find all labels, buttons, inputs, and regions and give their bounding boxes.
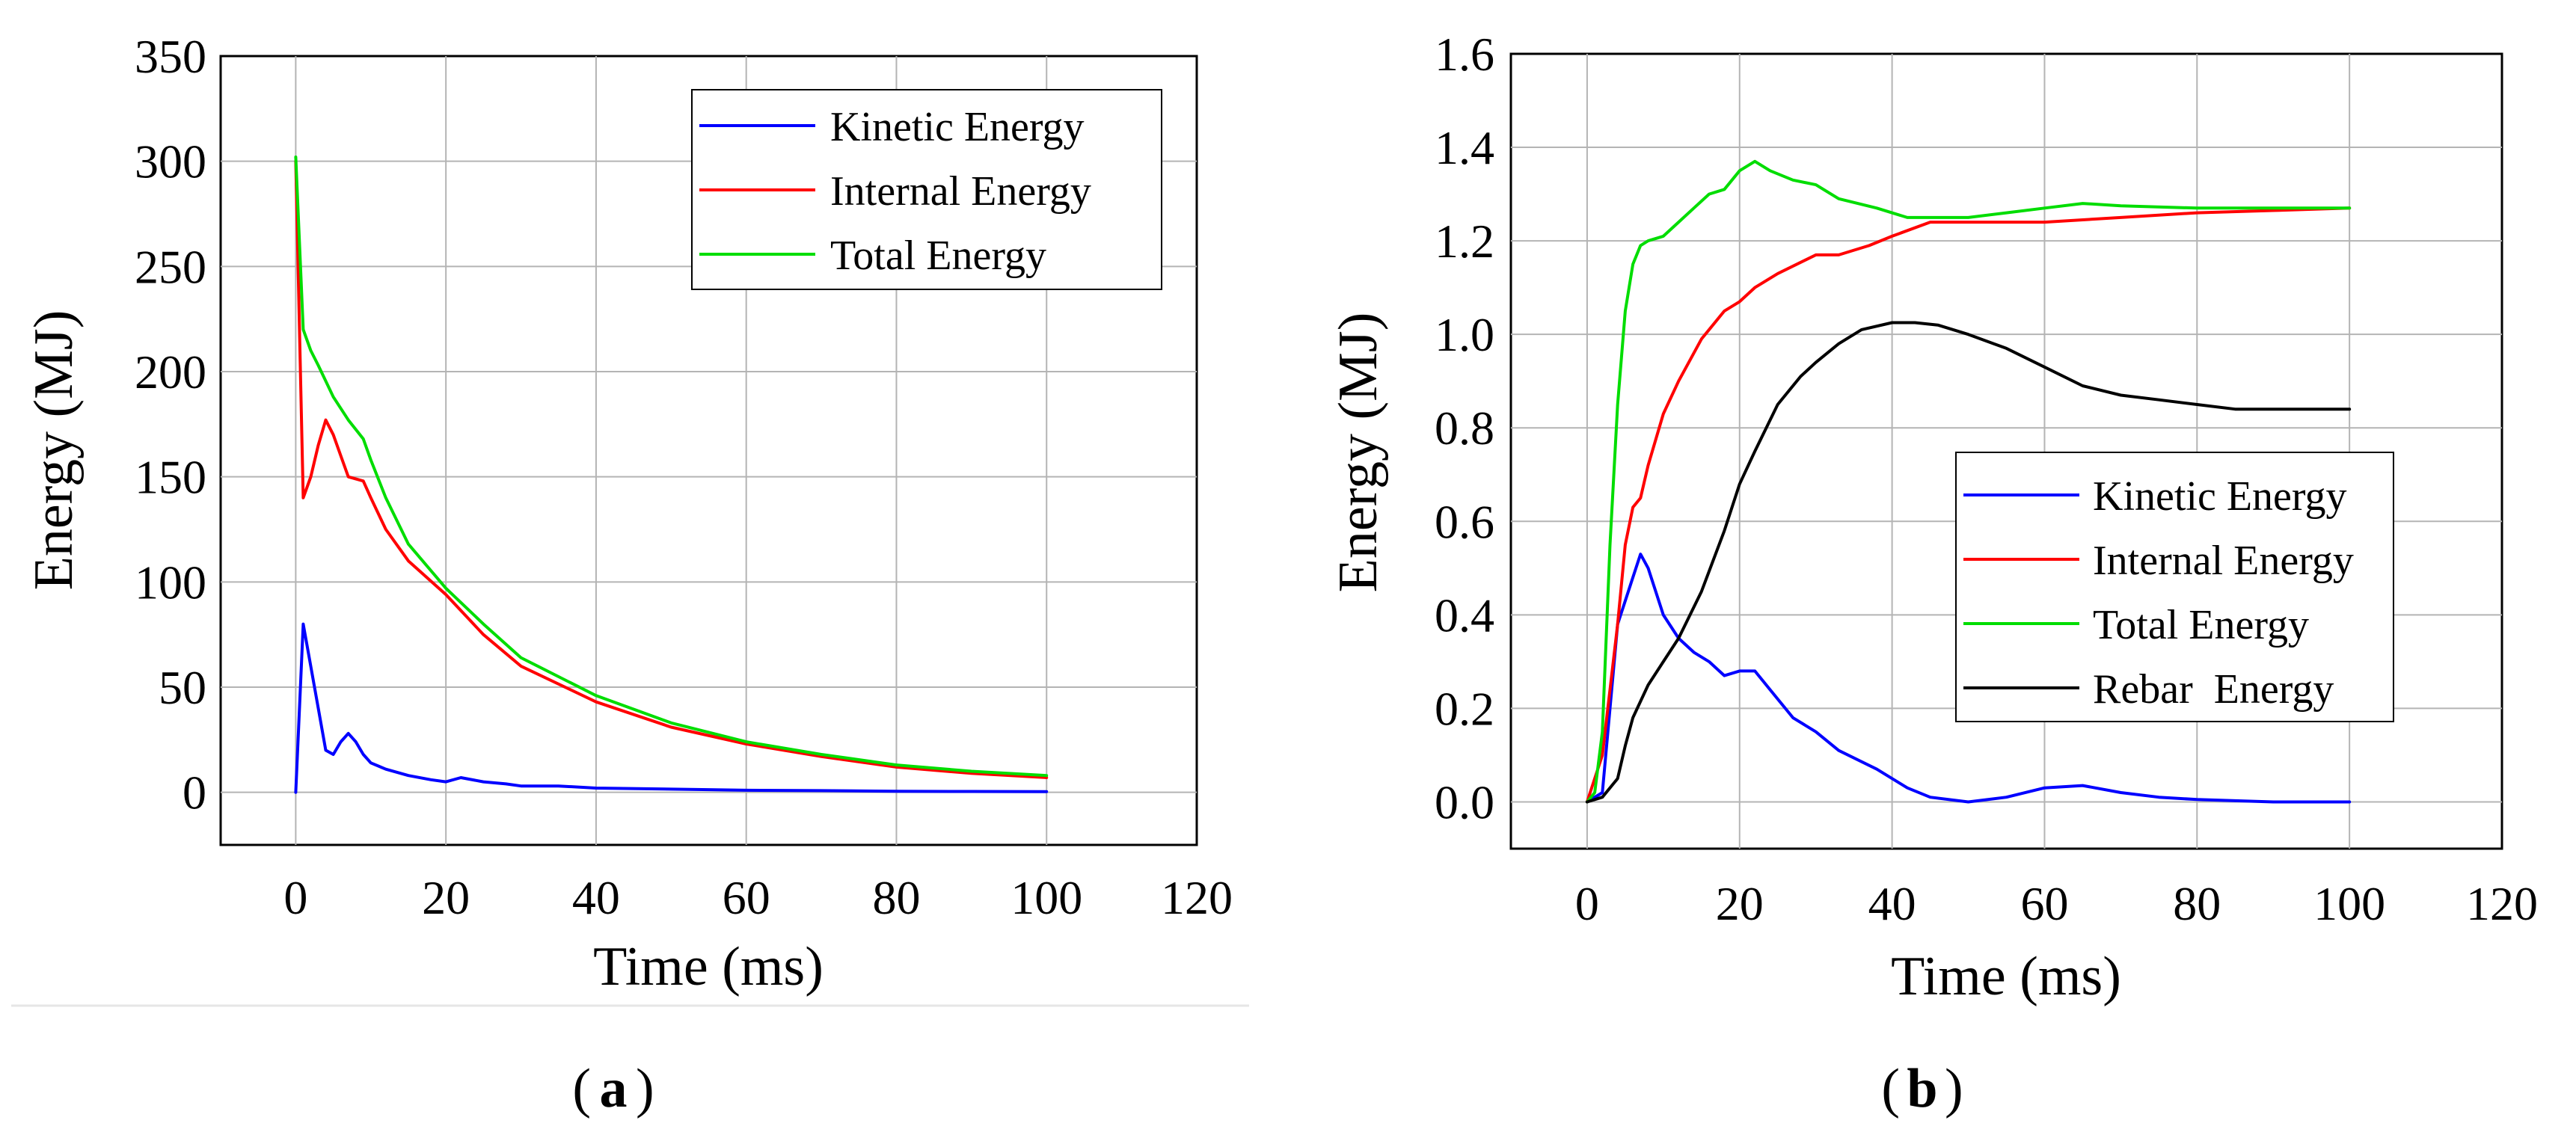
panel-a-y-tick-label: 350 (135, 30, 206, 83)
panel-a-x-tick-label: 40 (572, 871, 620, 924)
panel-a-x-ticks: 0 20 40 60 80 100 120 (283, 871, 1233, 924)
panel-a-x-tick-label: 60 (723, 871, 770, 924)
caption-b: ( b ) (1881, 1058, 1963, 1119)
panel-b-legend: Kinetic Energy Internal Energy Total Ene… (1955, 452, 2394, 722)
caption-b-label: b (1907, 1058, 1937, 1119)
panel-a: 0 20 40 60 80 100 120 0 50 100 150 200 250 300 350 Ti… (23, 30, 1233, 997)
panel-b-y-tick-label: 0.2 (1435, 682, 1494, 735)
panel-a-y-tick-label: 250 (135, 240, 206, 293)
panel-b-x-tick-label: 60 (2020, 877, 2068, 930)
panel-a-x-tick-label: 20 (422, 871, 470, 924)
panel-b-x-tick-label: 20 (1716, 877, 1764, 930)
svg-text:): ) (636, 1058, 654, 1119)
panel-b-x-tick-label: 120 (2466, 877, 2538, 930)
panel-b-kinetic-energy-line (1585, 553, 2352, 804)
panel-b-total-energy-line (1585, 159, 2352, 804)
panel-a-y-axis-label: Energy (MJ) (23, 310, 85, 591)
panel-b-x-tick-label: 40 (1868, 877, 1916, 930)
panel-b-y-axis-label: Energy (MJ) (1328, 313, 1389, 593)
panel-b-y-tick-label: 1.6 (1435, 28, 1494, 81)
panel-a-y-tick-label: 0 (183, 766, 206, 819)
legend-b-kinetic: Kinetic Energy (2093, 473, 2347, 520)
panel-a-internal-energy-line (294, 159, 1049, 779)
legend-b-total: Total Energy (2093, 602, 2309, 648)
panel-a-series (294, 156, 1049, 794)
panel-a-x-tick-label: 120 (1161, 871, 1233, 924)
panel-b-internal-energy-line (1585, 206, 2352, 804)
legend-b-internal: Internal Energy (2093, 538, 2354, 584)
svg-text:(: ( (1881, 1058, 1900, 1119)
panel-a-y-tick-label: 150 (135, 451, 206, 504)
panel-b-series (1585, 159, 2352, 804)
panel-b-y-tick-label: 0.8 (1435, 402, 1494, 455)
panel-b-rebar-energy-line (1585, 321, 2352, 804)
panel-b-x-axis-label: Time (ms) (1891, 946, 2121, 1007)
panel-a-y-tick-label: 50 (159, 661, 206, 714)
legend-b-rebar: Rebar Energy (2093, 666, 2334, 713)
panel-b-y-tick-label: 1.4 (1435, 121, 1494, 174)
panel-b-plot-frame (1509, 52, 2503, 850)
svg-text:(: ( (572, 1058, 591, 1119)
panel-b-y-tick-label: 0.4 (1435, 588, 1494, 642)
panel-b-y-tick-label: 0.0 (1435, 775, 1494, 828)
panel-a-x-axis-label: Time (ms) (593, 936, 824, 997)
caption-a: ( a ) (572, 1058, 654, 1119)
panel-b-y-tick-label: 0.6 (1435, 495, 1494, 548)
panel-a-y-tick-label: 100 (135, 556, 206, 609)
panel-b: 0 20 40 60 80 100 120 0.0 0.2 0.4 0.6 0.8 1.0 1.2 1.4… (1328, 28, 2538, 1007)
panel-a-x-tick-label: 80 (872, 871, 920, 924)
panel-a-x-tick-label: 0 (283, 871, 307, 924)
svg-text:): ) (1945, 1058, 1963, 1119)
panel-b-grid (1511, 54, 2502, 849)
panel-a-y-tick-label: 300 (135, 135, 206, 188)
panel-b-y-tick-label: 1.0 (1435, 308, 1494, 361)
panel-a-total-energy-line (294, 156, 1049, 778)
legend-a-internal: Internal Energy (830, 168, 1091, 215)
panel-a-kinetic-energy-line (294, 622, 1049, 794)
caption-a-label: a (600, 1058, 628, 1119)
panel-a-y-ticks: 0 50 100 150 200 250 300 350 (135, 30, 206, 819)
panel-b-legend-box (1955, 452, 2394, 722)
panel-a-y-tick-label: 200 (135, 345, 206, 399)
panel-b-x-tick-label: 0 (1575, 877, 1599, 930)
legend-a-kinetic: Kinetic Energy (830, 104, 1085, 150)
legend-a-total: Total Energy (830, 233, 1046, 279)
panel-a-legend: Kinetic Energy Internal Energy Total Ene… (691, 89, 1162, 290)
panel-b-x-ticks: 0 20 40 60 80 100 120 (1575, 877, 2538, 930)
panel-b-y-tick-label: 1.2 (1435, 215, 1494, 268)
panel-a-x-tick-label: 100 (1011, 871, 1082, 924)
panel-b-y-ticks: 0.0 0.2 0.4 0.6 0.8 1.0 1.2 1.4 1.6 (1435, 28, 1494, 828)
panel-b-x-tick-label: 80 (2173, 877, 2221, 930)
panel-b-x-tick-label: 100 (2313, 877, 2385, 930)
panel-a-plot-frame (219, 55, 1198, 846)
